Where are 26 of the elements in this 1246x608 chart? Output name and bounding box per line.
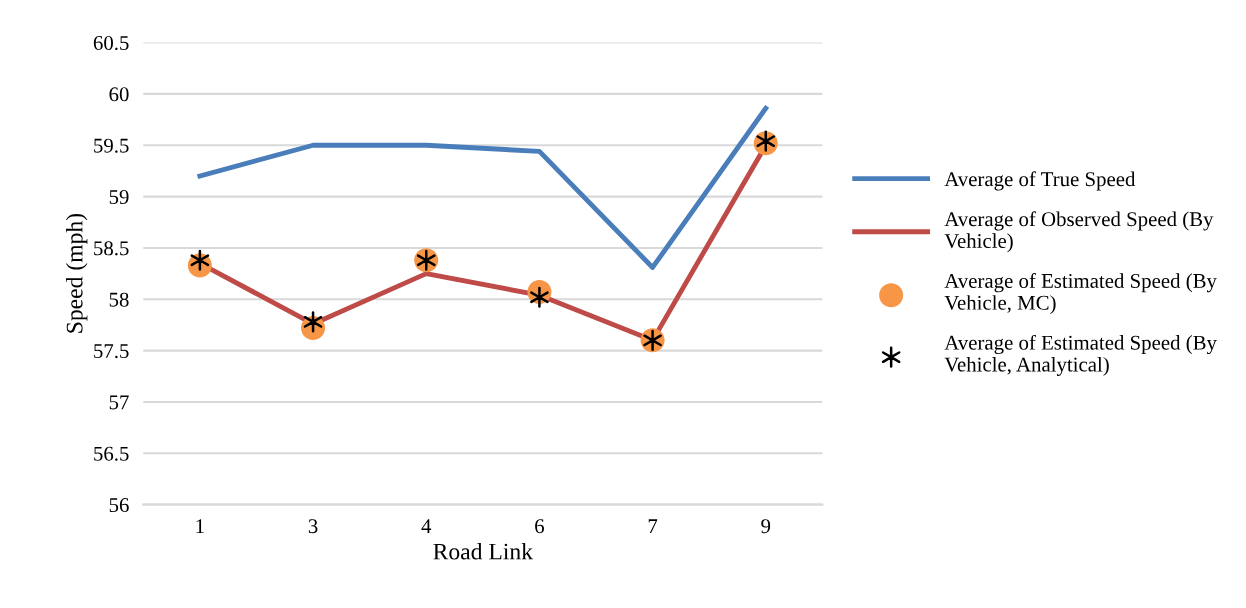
x-axis-title: Road Link — [433, 542, 533, 560]
y-tick-label: 58 — [109, 292, 129, 307]
x-tick-label: 7 — [648, 519, 658, 533]
legend-label: Average of Estimated Speed (By Vehicle, MC) — [944, 273, 1217, 315]
y-tick-label: 56.5 — [94, 446, 129, 461]
x-tick-label: 4 — [421, 519, 432, 533]
y-axis-title: Speed (mph) — [65, 213, 88, 333]
x-tick-label: 1 — [196, 519, 204, 533]
y-tick-label: 59 — [109, 190, 129, 205]
y-tick-label: 60.5 — [93, 35, 129, 51]
line-series — [197, 105, 769, 270]
legend-label: Average of Estimated Speed (By Vehicle, Analytical) — [944, 334, 1217, 376]
point — [530, 286, 549, 308]
x-tick-label: 9 — [761, 519, 771, 534]
legend-label: Average of Observed Speed (By Vehicle) — [944, 211, 1214, 253]
point — [303, 311, 323, 333]
x-tick-label: 3 — [308, 519, 318, 534]
y-tick-label: 60 — [109, 87, 129, 102]
y-tick-label: 57 — [109, 395, 129, 410]
x-tick-label: 6 — [535, 519, 544, 534]
point — [190, 249, 210, 271]
y-tick-label: 58.5 — [94, 241, 129, 256]
y-tick-label: 57.5 — [94, 344, 129, 359]
y-tick-label: 59.5 — [94, 138, 129, 153]
legend-label: Average of True Speed — [944, 171, 1136, 191]
y-tick-label: 56 — [109, 498, 129, 513]
